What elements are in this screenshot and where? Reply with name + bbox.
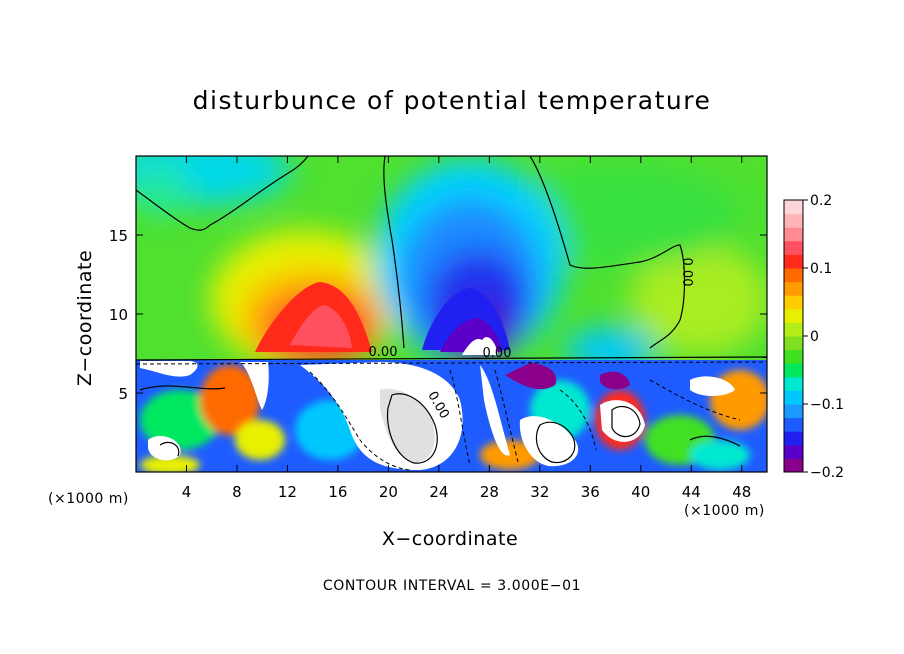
colorbar-swatch (784, 308, 803, 323)
colorbar-swatch (784, 404, 803, 419)
colorbar-tick-label: −0.1 (810, 397, 844, 413)
colorbar-swatch (784, 281, 803, 296)
colorbar-swatch (784, 213, 803, 228)
colorbar-swatch (784, 268, 803, 283)
contour-label: 0.00 (483, 346, 512, 361)
x-tick-label: 48 (732, 483, 751, 501)
colorbar-swatch (784, 431, 803, 446)
x-tick-label: 20 (379, 483, 398, 501)
x-tick-label: 28 (480, 483, 499, 501)
x-tick-label: 12 (278, 483, 297, 501)
colorbar-swatch (784, 200, 803, 215)
x-tick-label: 32 (530, 483, 549, 501)
colorbar-swatch (784, 458, 803, 473)
colorbar-swatch (784, 417, 803, 432)
colorbar-swatch (784, 322, 803, 337)
contour-interval-note: CONTOUR INTERVAL = 3.000E−01 (322, 578, 582, 594)
colorbar-tick-label: 0.1 (810, 261, 832, 277)
x-tick-label: 40 (631, 483, 650, 501)
contour-label: 0.00 (679, 258, 694, 287)
colorbar-swatch (784, 227, 803, 242)
colorbar-swatch (784, 295, 803, 310)
x-tick-label: 8 (232, 483, 242, 501)
y-tick-label: 10 (109, 306, 128, 324)
x-tick-label: 44 (682, 483, 701, 501)
x-tick-label: 36 (581, 483, 600, 501)
chart-title: disturbunce of potential temperature (192, 86, 712, 115)
plot-field: 0.00 0.000.000.00 (136, 156, 767, 472)
colorbar-swatch (784, 254, 803, 269)
colorbar-tick-label: 0.2 (810, 193, 832, 209)
colorbar-swatch (784, 376, 803, 391)
x-axis: 4 8 12 16 20 24 28 32 36 40 44 48 (182, 156, 751, 501)
x-tick-label: 24 (429, 483, 448, 501)
colorbar-swatch (784, 363, 803, 378)
y-axis-label: Z−coordinate (74, 249, 96, 387)
colorbar-swatch (784, 336, 803, 351)
colorbar-swatch (784, 349, 803, 364)
colorbar-swatch (784, 240, 803, 255)
y-tick-label: 5 (118, 385, 128, 403)
colorbar-swatch (784, 390, 803, 405)
x-tick-label: 4 (182, 483, 192, 501)
y-tick-label: 15 (109, 227, 128, 245)
colorbar-tick-label: 0 (810, 329, 819, 345)
x-unit-right: (×1000 m) (684, 503, 765, 519)
colorbar: 0.2 0.1 0 −0.1 −0.2 (783, 193, 844, 481)
colorbar-tick-label: −0.2 (810, 465, 844, 481)
x-tick-label: 16 (328, 483, 347, 501)
y-axis: 5 10 15 (109, 227, 767, 403)
contour-label: 0.00 (369, 345, 398, 360)
x-axis-label: X−coordinate (381, 528, 519, 550)
x-unit-left: (×1000 m) (48, 491, 129, 507)
colorbar-swatch (784, 444, 803, 459)
